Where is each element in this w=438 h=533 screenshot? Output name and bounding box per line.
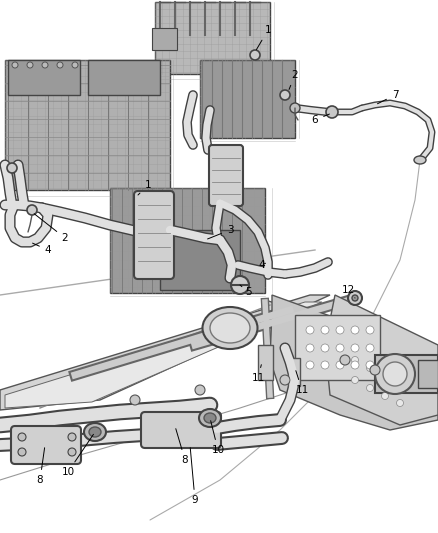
Bar (155, 2, 270, 74)
Bar (288, 358, 300, 386)
Bar (152, 28, 177, 50)
Circle shape (351, 326, 359, 334)
Circle shape (18, 448, 26, 456)
Circle shape (57, 62, 63, 68)
Circle shape (231, 276, 249, 294)
Circle shape (366, 344, 374, 352)
Circle shape (18, 433, 26, 441)
Circle shape (306, 326, 314, 334)
Text: 5: 5 (240, 285, 251, 297)
Bar (258, 345, 273, 380)
Circle shape (351, 361, 359, 369)
Circle shape (367, 365, 374, 372)
Circle shape (27, 62, 33, 68)
Text: 2: 2 (34, 214, 68, 243)
Circle shape (352, 357, 358, 364)
Text: 6: 6 (312, 114, 329, 125)
Bar (8, 60, 80, 95)
Circle shape (280, 375, 290, 385)
Polygon shape (325, 295, 438, 425)
Circle shape (12, 62, 18, 68)
Circle shape (336, 361, 344, 369)
Circle shape (326, 106, 338, 118)
Circle shape (352, 376, 358, 384)
Polygon shape (5, 302, 322, 408)
FancyBboxPatch shape (209, 145, 243, 206)
Circle shape (68, 433, 76, 441)
Circle shape (370, 365, 380, 375)
Circle shape (381, 392, 389, 400)
Text: 3: 3 (208, 225, 233, 239)
Ellipse shape (89, 427, 101, 437)
Circle shape (130, 395, 140, 405)
Circle shape (375, 354, 415, 394)
Circle shape (340, 355, 350, 365)
Circle shape (195, 385, 205, 395)
Text: 9: 9 (190, 448, 198, 505)
Text: 8: 8 (176, 429, 188, 465)
Bar (375, 355, 438, 393)
Polygon shape (270, 295, 438, 430)
FancyBboxPatch shape (134, 191, 174, 279)
Circle shape (68, 448, 76, 456)
Circle shape (250, 50, 260, 60)
Ellipse shape (204, 413, 216, 423)
Text: 8: 8 (37, 448, 45, 485)
Circle shape (42, 62, 48, 68)
Circle shape (367, 384, 374, 392)
Bar (110, 188, 265, 293)
Polygon shape (265, 300, 438, 372)
Circle shape (290, 103, 300, 113)
Circle shape (321, 326, 329, 334)
Ellipse shape (199, 409, 221, 427)
Circle shape (352, 295, 358, 301)
Text: 1: 1 (256, 25, 271, 50)
Text: 10: 10 (211, 421, 225, 455)
Bar (418, 360, 438, 388)
Text: 11: 11 (251, 365, 265, 383)
Text: 4: 4 (259, 260, 265, 270)
Text: 1: 1 (138, 180, 151, 195)
Ellipse shape (202, 307, 258, 349)
Circle shape (306, 361, 314, 369)
Circle shape (280, 90, 290, 100)
Circle shape (366, 361, 374, 369)
Circle shape (348, 291, 362, 305)
Circle shape (366, 326, 374, 334)
Bar (295, 315, 380, 380)
Ellipse shape (414, 156, 426, 164)
Text: 10: 10 (61, 434, 93, 477)
Bar (5, 60, 170, 190)
Text: 4: 4 (32, 243, 51, 255)
Circle shape (321, 344, 329, 352)
FancyBboxPatch shape (11, 426, 81, 464)
Text: 11: 11 (295, 370, 309, 395)
Circle shape (7, 163, 17, 173)
Circle shape (321, 361, 329, 369)
Circle shape (383, 362, 407, 386)
Circle shape (396, 378, 403, 385)
Text: 12: 12 (341, 285, 355, 298)
Ellipse shape (84, 423, 106, 441)
Text: 2: 2 (289, 70, 298, 90)
Circle shape (336, 326, 344, 334)
Circle shape (381, 372, 389, 378)
Ellipse shape (210, 313, 250, 343)
Text: 7: 7 (378, 90, 398, 104)
Polygon shape (0, 295, 330, 410)
Bar (88, 60, 160, 95)
Circle shape (336, 344, 344, 352)
Circle shape (306, 344, 314, 352)
Circle shape (27, 205, 37, 215)
Circle shape (351, 344, 359, 352)
Circle shape (396, 400, 403, 407)
Circle shape (72, 62, 78, 68)
FancyBboxPatch shape (141, 412, 221, 448)
Bar (160, 230, 240, 290)
Bar (200, 60, 295, 138)
